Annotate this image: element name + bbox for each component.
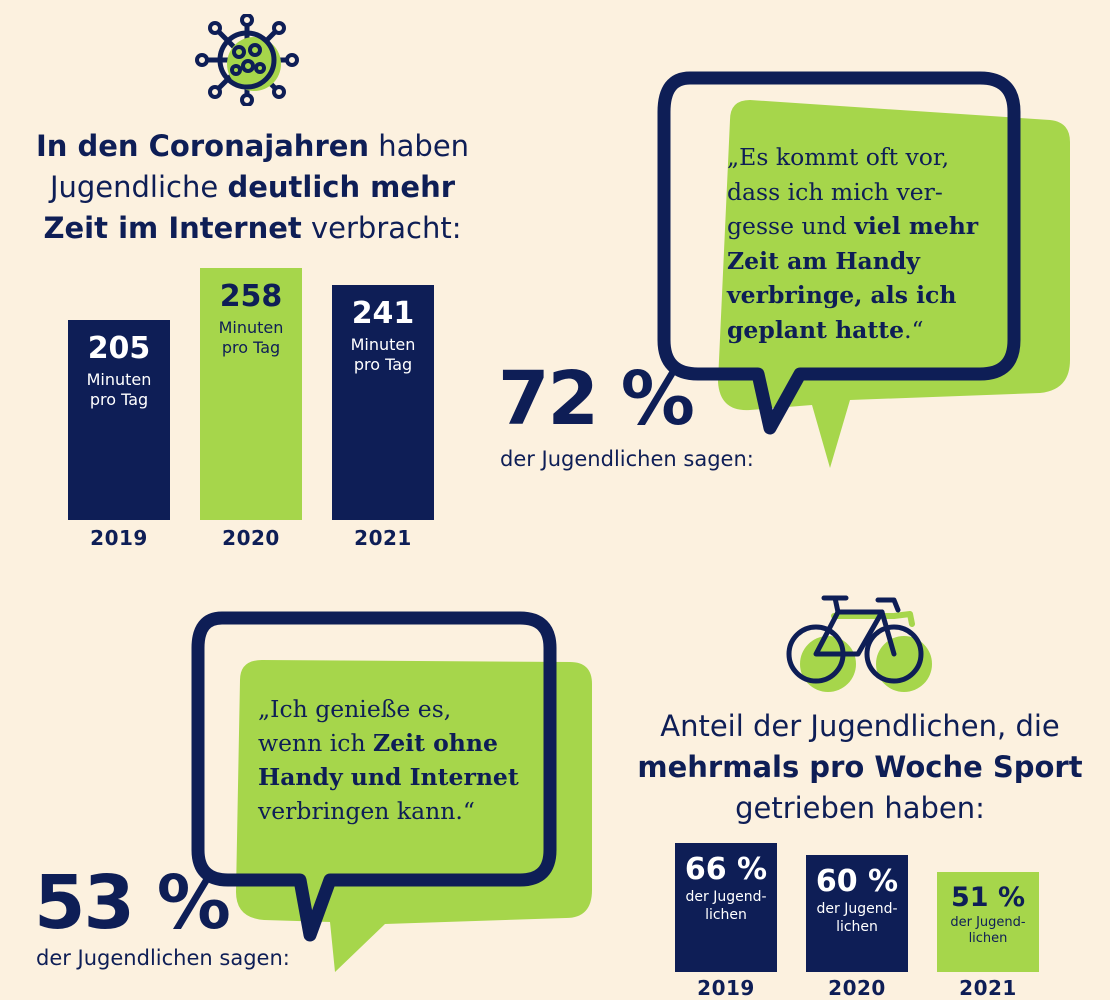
bar-unit-label: Minuten — [86, 370, 152, 389]
bar-unit-label: lichen — [968, 931, 1008, 947]
bar-unit-label: lichen — [836, 918, 878, 935]
bar-2020: 258 Minuten pro Tag — [200, 268, 302, 520]
bar-value-label: 258 — [219, 279, 283, 314]
quote-72: „Es kommt oft vor, dass ich mich ver- ge… — [727, 143, 979, 344]
percent-53: 53 % — [34, 860, 231, 946]
sport-headline: Anteil der Jugendlichen, die mehrmals pr… — [637, 709, 1083, 825]
bar-value-label: 205 — [87, 331, 151, 366]
says-label-72: der Jugendlichen sagen: — [500, 447, 754, 471]
bar-value-label: 51 % — [950, 882, 1026, 913]
year-label-2020: 2020 — [828, 976, 886, 1000]
bar-unit-label: pro Tag — [221, 338, 281, 357]
bar-unit-label: pro Tag — [89, 390, 149, 409]
bar-value-label: 241 — [351, 296, 415, 331]
bar-unit-label: pro Tag — [353, 355, 413, 374]
bar-unit-label: der Jugend- — [816, 901, 898, 917]
bar-value-label: 60 % — [815, 864, 899, 899]
bar-value-label: 66 % — [684, 852, 768, 887]
top-headline: In den Coronajahren haben Jugendliche de… — [35, 129, 470, 245]
virus-icon — [195, 14, 299, 106]
bar-unit-label: lichen — [705, 906, 747, 923]
bar-2019: 66 % der Jugend-lichen — [675, 843, 777, 972]
says-label-53: der Jugendlichen sagen: — [36, 946, 290, 970]
year-label-2021: 2021 — [354, 526, 412, 550]
percent-72: 72 % — [498, 356, 695, 442]
bar-2020: 60 % der Jugend-lichen — [806, 855, 908, 972]
year-label-2019: 2019 — [90, 526, 148, 550]
bar-unit-label: Minuten — [350, 335, 416, 354]
bar-unit-label: der Jugend- — [685, 889, 767, 905]
bicycle-icon — [786, 595, 932, 692]
bar-unit-label: Minuten — [218, 318, 284, 337]
year-label-2021: 2021 — [959, 976, 1017, 1000]
speech-bubble-icon — [191, 611, 592, 972]
bar-2021: 51 % der Jugend-lichen — [937, 872, 1039, 972]
bar-unit-label: der Jugend- — [950, 915, 1026, 930]
year-label-2019: 2019 — [697, 976, 755, 1000]
bar-2019: 205 Minuten pro Tag — [68, 320, 170, 520]
speech-bubble-icon — [657, 71, 1070, 468]
bar-2021: 241 Minuten pro Tag — [332, 285, 434, 520]
quote-53: „Ich genieße es, wenn ich Zeit ohne Hand… — [258, 695, 519, 825]
year-label-2020: 2020 — [222, 526, 280, 550]
